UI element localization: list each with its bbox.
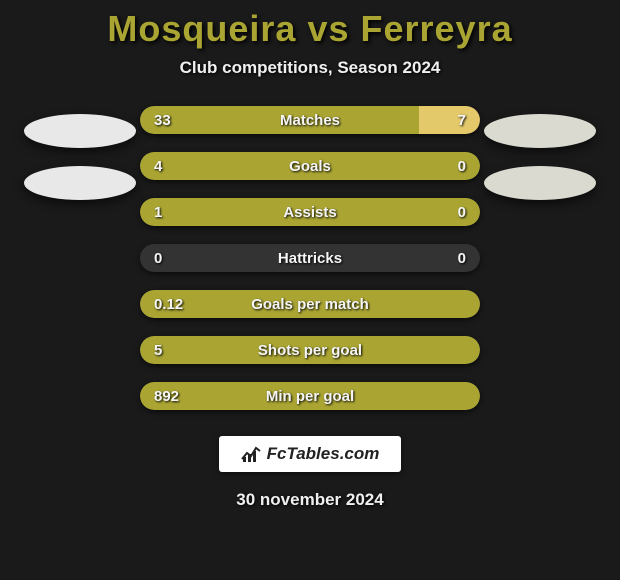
page-title: Mosqueira vs Ferreyra xyxy=(107,8,512,50)
stat-value-right: 7 xyxy=(400,112,480,129)
avatar-left-1 xyxy=(24,114,136,148)
stat-value-left: 5 xyxy=(140,342,220,359)
stat-label: Matches xyxy=(220,112,400,129)
stat-label: Goals xyxy=(220,158,400,175)
avatar-left-2 xyxy=(24,166,136,200)
stat-row: 33Matches7 xyxy=(140,106,480,134)
date-label: 30 november 2024 xyxy=(236,490,383,510)
stat-value-right: 0 xyxy=(400,204,480,221)
logo-box[interactable]: FcTables.com xyxy=(219,436,402,472)
stat-label: Goals per match xyxy=(220,296,400,313)
stat-value-left: 33 xyxy=(140,112,220,129)
stat-value-left: 892 xyxy=(140,388,220,405)
page-subtitle: Club competitions, Season 2024 xyxy=(180,58,441,78)
stat-row: 4Goals0 xyxy=(140,152,480,180)
avatar-right-2 xyxy=(484,166,596,200)
stats-wrap: 33Matches74Goals01Assists00Hattricks00.1… xyxy=(0,106,620,410)
avatar-col-left xyxy=(20,106,140,410)
stat-row: 0.12Goals per match xyxy=(140,290,480,318)
stat-label: Hattricks xyxy=(220,250,400,267)
stat-row: 5Shots per goal xyxy=(140,336,480,364)
chart-icon xyxy=(241,445,261,463)
logo-text: FcTables.com xyxy=(267,444,380,464)
stat-value-left: 0.12 xyxy=(140,296,220,313)
avatar-right-1 xyxy=(484,114,596,148)
stat-value-left: 0 xyxy=(140,250,220,267)
stats-col: 33Matches74Goals01Assists00Hattricks00.1… xyxy=(140,106,480,410)
stat-value-right: 0 xyxy=(400,158,480,175)
stat-row: 0Hattricks0 xyxy=(140,244,480,272)
stat-value-left: 4 xyxy=(140,158,220,175)
stat-value-left: 1 xyxy=(140,204,220,221)
stat-label: Assists xyxy=(220,204,400,221)
stat-value-right: 0 xyxy=(400,250,480,267)
stat-label: Min per goal xyxy=(220,388,400,405)
avatar-col-right xyxy=(480,106,600,410)
stat-row: 1Assists0 xyxy=(140,198,480,226)
stat-label: Shots per goal xyxy=(220,342,400,359)
stat-row: 892Min per goal xyxy=(140,382,480,410)
